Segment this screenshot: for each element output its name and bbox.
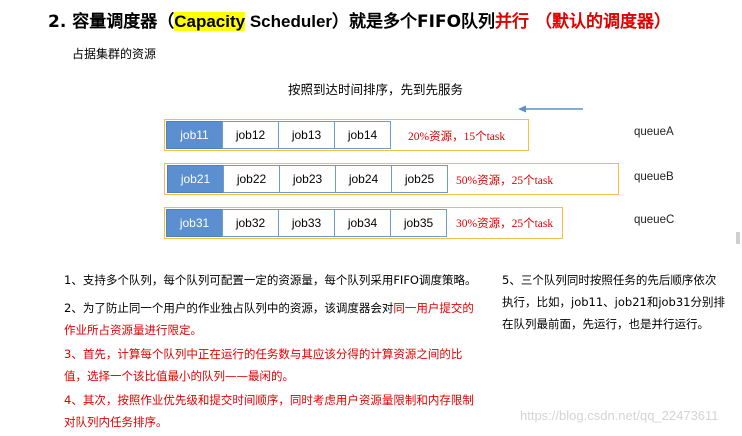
title-prefix: 2. 容量调度器（ bbox=[48, 12, 175, 32]
title-middle: ）就是多个FIFO队列 bbox=[332, 12, 496, 32]
queue-a-label: queueA bbox=[634, 126, 674, 138]
job-cell: job33 bbox=[278, 209, 335, 237]
page-title: 2. 容量调度器（Capacity Scheduler）就是多个FIFO队列并行… bbox=[48, 10, 671, 34]
scrollbar-hint bbox=[736, 232, 740, 244]
title-english: Scheduler bbox=[245, 12, 333, 31]
point-2-text: 2、为了防止同一个用户的作业独占队列中的资源，该调度器会对 bbox=[64, 301, 394, 315]
queue-b-label: queueB bbox=[634, 171, 674, 183]
job-cell: job23 bbox=[279, 165, 336, 193]
left-arrow-icon bbox=[518, 105, 583, 113]
point-4: 4、其次，按照作业优先级和提交时间顺序，同时考虑用户资源量限制和内存限制对队列内… bbox=[64, 393, 474, 429]
job-cell: job14 bbox=[334, 121, 391, 149]
job-cell: job22 bbox=[223, 165, 280, 193]
queue-a-info: 20%资源，15个task bbox=[408, 131, 506, 143]
queue-c-jobs: job31 job32 job33 job34 job35 bbox=[166, 209, 447, 237]
queue-a-box bbox=[164, 119, 529, 151]
job-cell: job24 bbox=[335, 165, 392, 193]
job-cell: job13 bbox=[278, 121, 335, 149]
watermark: https://blog.csdn.net/qq_22473611 bbox=[520, 408, 719, 423]
queue-b-box bbox=[164, 163, 619, 195]
order-note: 按照到达时间排序，先到先服务 bbox=[288, 82, 464, 97]
title-red-parallel: 并行 bbox=[495, 12, 530, 32]
point-2: 2、为了防止同一个用户的作业独占队列中的资源，该调度器会对同一用户提交的作业所占… bbox=[64, 297, 484, 341]
queue-b-jobs: job21 job22 job23 job24 job25 bbox=[167, 165, 448, 193]
point-3: 3、首先，计算每个队列中正在运行的任务数与其应该分得的计算资源之间的比值，选择一… bbox=[64, 347, 463, 383]
job-cell: job12 bbox=[222, 121, 279, 149]
job-cell: job35 bbox=[390, 209, 447, 237]
job-cell: job21 bbox=[167, 165, 224, 193]
title-highlight: Capacity bbox=[174, 12, 246, 31]
subtitle: 占据集群的资源 bbox=[72, 47, 157, 61]
job-cell: job34 bbox=[334, 209, 391, 237]
job-cell: job32 bbox=[222, 209, 279, 237]
point-2-red-text: 同一用户提交的作业所占资源量进行限定。 bbox=[64, 301, 474, 337]
point-5: 5、三个队列同时按照任务的先后顺序依次执行，比如，job11、job21和job… bbox=[502, 273, 725, 331]
queue-c-label: queueC bbox=[634, 214, 675, 226]
title-red-default: （默认的调度器） bbox=[535, 12, 672, 32]
queue-a-jobs: job11 job12 job13 job14 bbox=[166, 121, 391, 149]
job-cell: job31 bbox=[166, 209, 223, 237]
queue-c-info: 30%资源，25个task bbox=[456, 218, 554, 230]
queue-c-box bbox=[164, 207, 563, 239]
point-1: 1、支持多个队列，每个队列可配置一定的资源量，每个队列采用FIFO调度策略。 bbox=[64, 273, 477, 287]
job-cell: job11 bbox=[166, 121, 223, 149]
queue-b-info: 50%资源，25个task bbox=[456, 175, 554, 187]
job-cell: job25 bbox=[391, 165, 448, 193]
